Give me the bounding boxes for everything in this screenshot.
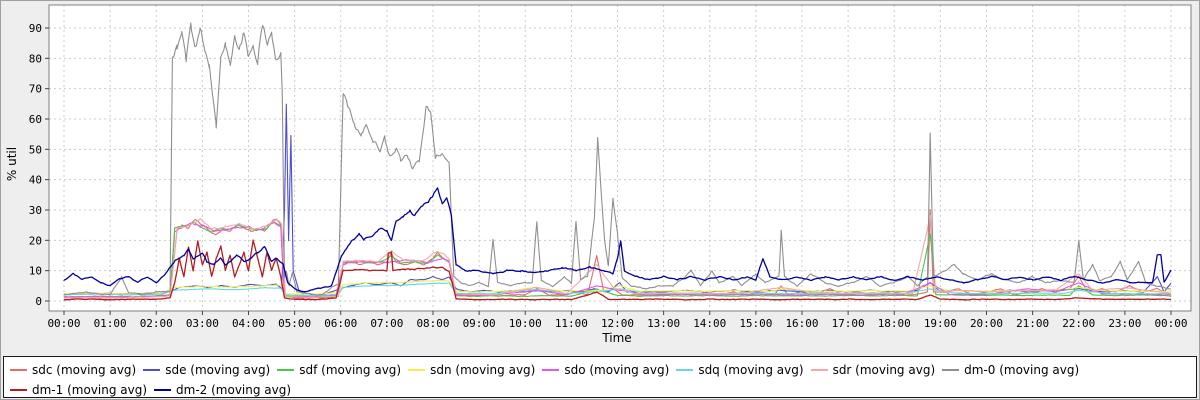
- x-tick-label: 01:00: [94, 317, 127, 330]
- legend-item-sde: sde (moving avg): [143, 360, 270, 380]
- x-tick-label: 13:00: [647, 317, 680, 330]
- legend-item-sdf: sdf (moving avg): [277, 360, 401, 380]
- x-tick-label: 04:00: [232, 317, 265, 330]
- x-tick-label: 05:00: [278, 317, 311, 330]
- y-tick-label: 10: [29, 265, 42, 278]
- legend-label: sdc (moving avg): [32, 363, 137, 377]
- x-tick-label: 21:00: [1016, 317, 1049, 330]
- x-axis-label: Time: [601, 331, 631, 345]
- series-line-sdq: [63, 282, 1172, 297]
- x-tick-label: 02:00: [140, 317, 173, 330]
- x-tick-label: 06:00: [324, 317, 357, 330]
- legend-swatch-sdn: [408, 369, 426, 371]
- y-tick-label: 40: [29, 174, 42, 187]
- legend-label: sdn (moving avg): [430, 363, 536, 377]
- chart-svg: 0 10 20 30 40 50 60 70 80 90 00:00 01:00 02:00 03:00 0…: [5, 4, 1192, 345]
- y-tick-label: 50: [29, 143, 42, 156]
- series-line-sdr: [63, 214, 1171, 299]
- x-tick-label: 10:00: [509, 317, 542, 330]
- legend-swatch-sdr: [810, 369, 828, 371]
- x-tick-label: 12:00: [601, 317, 634, 330]
- y-tick-label: 0: [35, 295, 42, 308]
- legend-item-sdc: sdc (moving avg): [10, 360, 136, 380]
- legend-swatch-dm-1: [10, 389, 27, 391]
- legend-item-dm-1: dm-1 (moving avg): [10, 380, 148, 399]
- plot-border: [48, 4, 1192, 312]
- y-tick-label: 70: [29, 83, 42, 96]
- legend-item-dm-2: dm-2 (moving avg): [154, 380, 292, 399]
- x-tick-label: 20:00: [970, 317, 1003, 330]
- legend-label: sde (moving avg): [165, 363, 271, 377]
- x-tick-label: 11:00: [555, 317, 588, 330]
- y-tick-label: 20: [29, 234, 42, 247]
- x-tick-label: 07:00: [370, 317, 403, 330]
- legend-item-sdn: sdn (moving avg): [408, 360, 535, 380]
- legend-item-sdo: sdo (moving avg): [542, 360, 669, 380]
- legend-label: sdq (moving avg): [698, 363, 804, 377]
- legend-swatch-dm-2: [154, 389, 172, 391]
- series-line-dm-2: [63, 187, 1172, 293]
- legend-swatch-sde: [143, 369, 161, 371]
- legend-swatch-sdo: [542, 369, 560, 371]
- legend-label: dm-0 (moving avg): [964, 363, 1080, 377]
- legend-item-dm-0: dm-0 (moving avg): [942, 360, 1079, 380]
- x-tick-label: 08:00: [416, 317, 449, 330]
- y-tick-label: 30: [29, 204, 42, 217]
- legend-label: sdr (moving avg): [832, 363, 936, 377]
- legend-item-sdr: sdr (moving avg): [810, 360, 936, 380]
- x-tick-label: 15:00: [739, 317, 772, 330]
- legend-swatch-dm-0: [942, 369, 960, 371]
- x-tick-label: 18:00: [878, 317, 911, 330]
- x-tick-label: 00:00: [1154, 317, 1187, 330]
- axis-tick-labels: 0 10 20 30 40 50 60 70 80 90 00:00 01:00 02:00 03:00 0…: [29, 22, 1188, 330]
- plot-background: [49, 5, 1191, 311]
- legend-swatch-sdf: [277, 369, 295, 371]
- legend-swatch-sdq: [676, 369, 694, 371]
- legend-swatch-sdc: [10, 369, 27, 371]
- gridlines: [49, 5, 1191, 311]
- series-lines: [63, 22, 1172, 301]
- x-tick-label: 14:00: [693, 317, 726, 330]
- x-tick-label: 17:00: [832, 317, 865, 330]
- legend-label: dm-2 (moving avg): [176, 383, 292, 397]
- legend-label: dm-1 (moving avg): [32, 383, 148, 397]
- x-tick-label: 22:00: [1062, 317, 1095, 330]
- y-tick-label: 90: [29, 22, 42, 35]
- y-axis-label: % util: [5, 147, 19, 181]
- x-tick-label: 16:00: [785, 317, 818, 330]
- y-tick-label: 60: [29, 113, 42, 126]
- x-tick-label: 00:00: [47, 317, 80, 330]
- legend-item-sdq: sdq (moving avg): [676, 360, 804, 380]
- x-tick-label: 09:00: [463, 317, 496, 330]
- legend-label: sdo (moving avg): [564, 363, 670, 377]
- series-line-dm-1: [63, 239, 1172, 301]
- chart-legend: sdc (moving avg) sde (moving avg) sdf (mov…: [3, 356, 1197, 398]
- x-tick-label: 03:00: [186, 317, 219, 330]
- legend-label: sdf (moving avg): [299, 363, 402, 377]
- y-tick-label: 80: [29, 52, 42, 65]
- x-tick-label: 23:00: [1108, 317, 1141, 330]
- axis-ticks: [45, 27, 1172, 315]
- x-tick-label: 19:00: [924, 317, 957, 330]
